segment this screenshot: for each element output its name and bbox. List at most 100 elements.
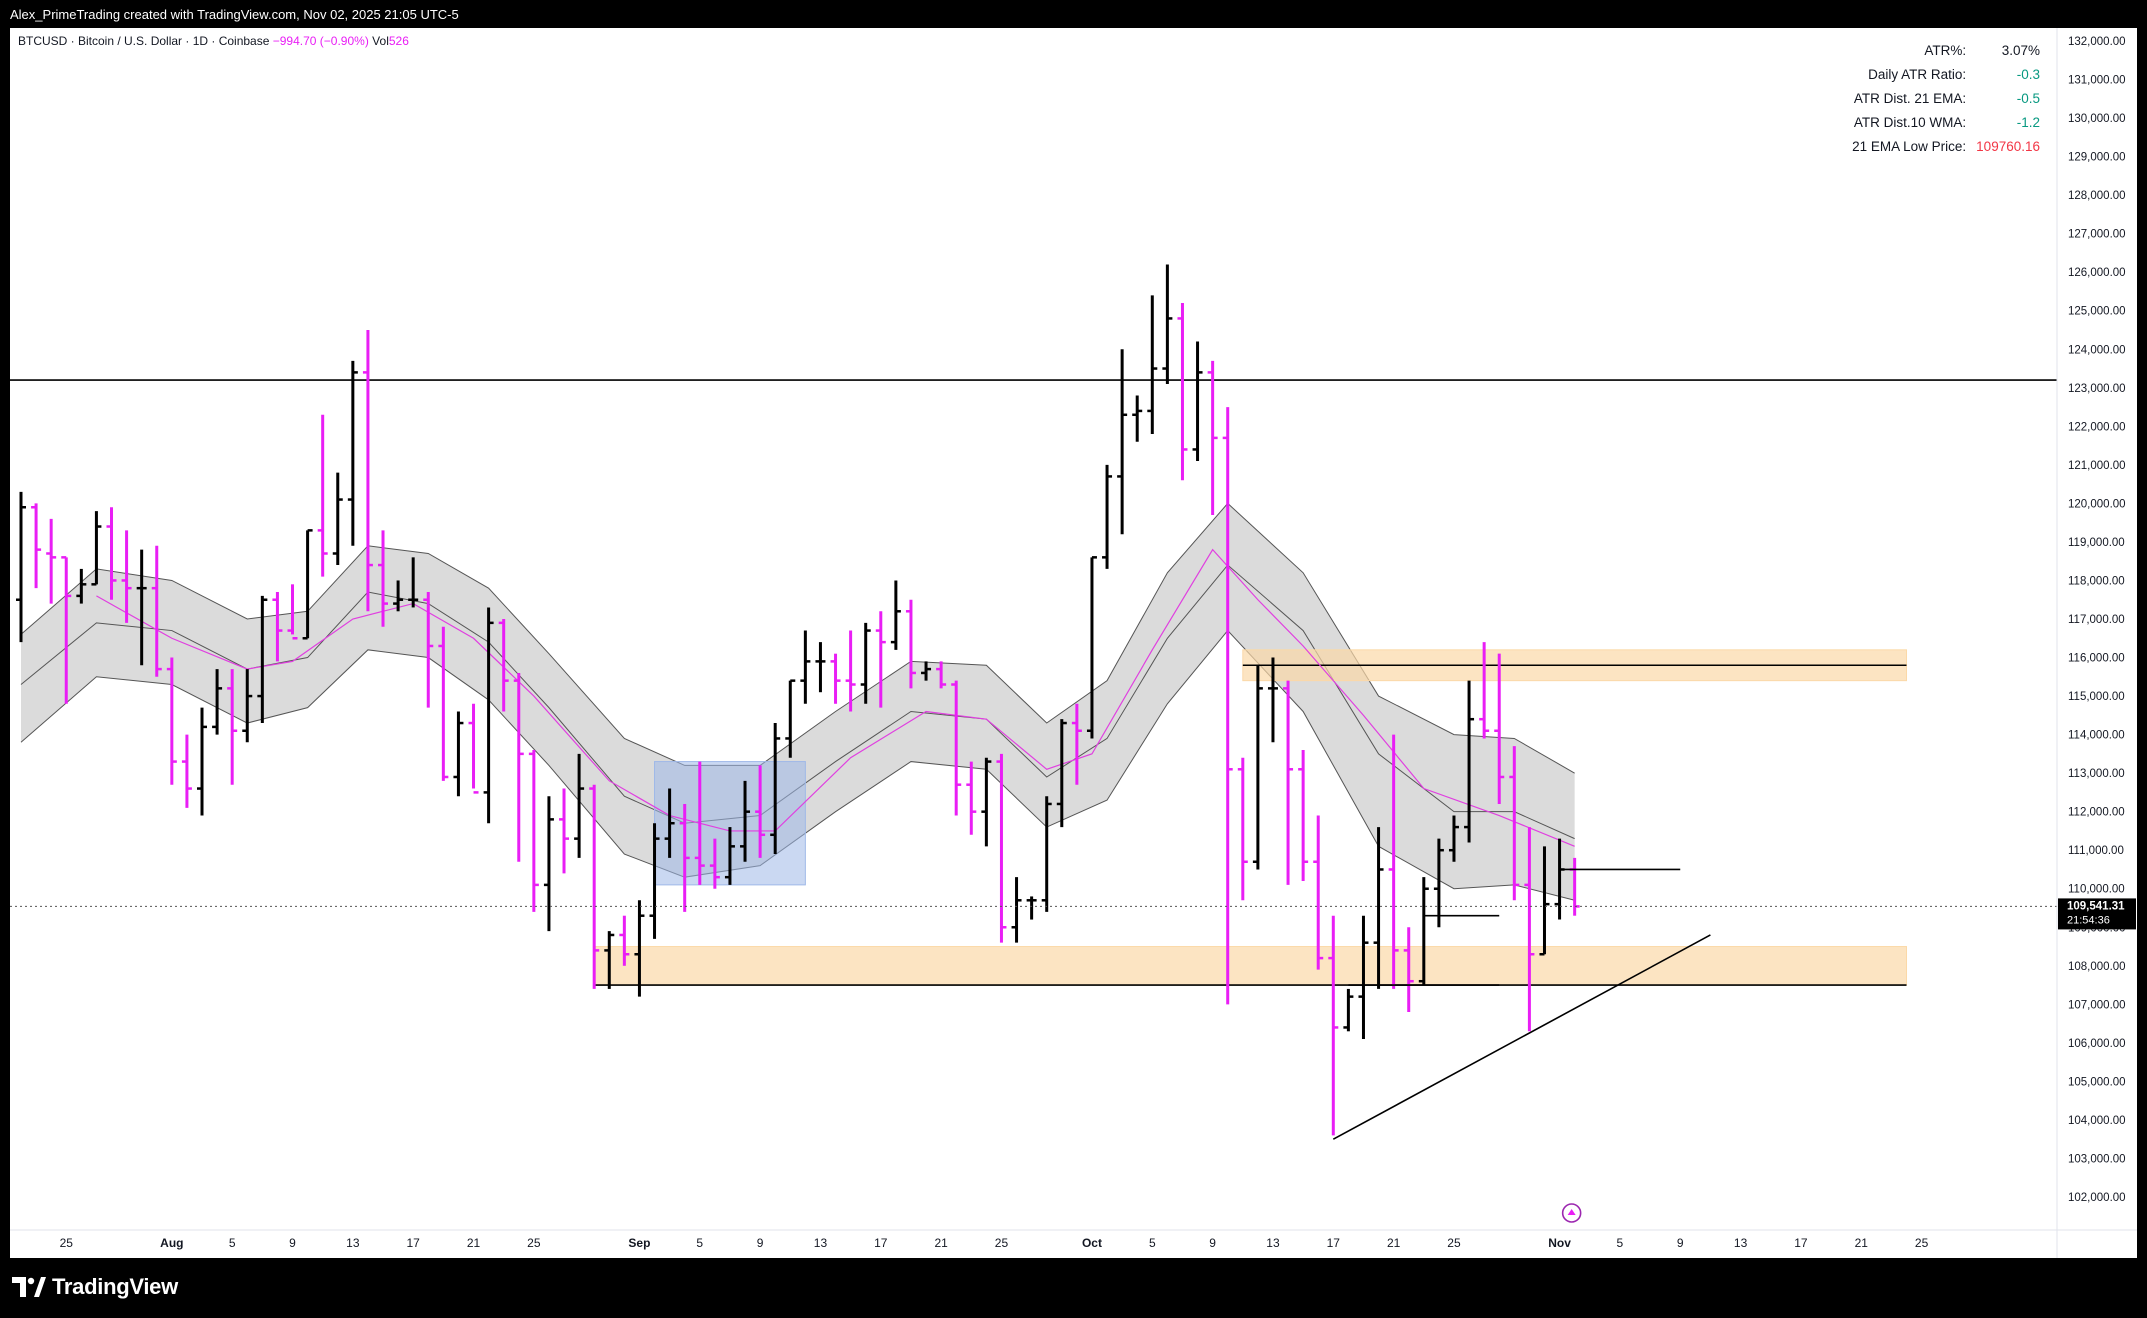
symbol-legend: BTCUSD · Bitcoin / U.S. Dollar · 1D · Co… xyxy=(18,34,409,48)
y-tick-label: 103,000.00 xyxy=(2068,1153,2126,1165)
ohlc-bar xyxy=(875,611,886,708)
x-tick-label: 13 xyxy=(346,1236,360,1250)
ohlc-bar xyxy=(604,931,615,989)
chart-area[interactable]: 102,000.00 103,000.00 104,000.00 105,000.00… xyxy=(10,28,2137,1258)
ohlc-bar xyxy=(513,672,524,862)
y-tick-label: 104,000.00 xyxy=(2068,1115,2126,1127)
ohlc-bar xyxy=(815,642,826,693)
x-tick-label: Sep xyxy=(628,1236,650,1250)
y-tick-label: 123,000.00 xyxy=(2068,383,2126,395)
ohlc-bar xyxy=(1539,846,1550,956)
price-badge-value: 109,541.31 xyxy=(2067,900,2125,912)
ohlc-bar xyxy=(589,784,600,989)
stats-label: ATR Dist. 21 EMA: xyxy=(1853,90,1967,106)
y-tick-label: 113,000.00 xyxy=(2068,768,2125,780)
stats-value: 3.07% xyxy=(2001,42,2040,58)
plot-area xyxy=(10,264,2057,1140)
ohlc-bar xyxy=(61,556,72,704)
ohlc-bar xyxy=(845,630,856,712)
y-tick-label: 126,000.00 xyxy=(2068,267,2126,279)
ohlc-bar xyxy=(317,414,328,577)
y-tick-label: 107,000.00 xyxy=(2068,999,2126,1011)
ohlc-bar xyxy=(830,653,841,704)
stats-value: -0.5 xyxy=(2016,90,2040,106)
ohlc-bar xyxy=(574,753,585,858)
x-tick-label: 5 xyxy=(1149,1236,1156,1250)
ohlc-bar xyxy=(483,607,494,824)
x-tick-label: 25 xyxy=(60,1236,74,1250)
y-tick-label: 119,000.00 xyxy=(2068,537,2125,549)
price-badge-bg xyxy=(2058,898,2136,930)
ohlc-bar xyxy=(1147,295,1158,435)
stats-label: Daily ATR Ratio: xyxy=(1868,66,1967,82)
price-badge-countdown: 21:54:36 xyxy=(2067,914,2110,926)
stats-value: -1.2 xyxy=(2016,114,2040,130)
ohlc-bar xyxy=(785,679,796,758)
x-tick-label: 25 xyxy=(995,1236,1009,1250)
ohlc-bar xyxy=(1102,464,1113,569)
ohlc-bar xyxy=(1358,915,1369,1040)
ohlc-bar xyxy=(1388,734,1399,989)
ohlc-bar xyxy=(649,823,660,939)
volume-label: Vol xyxy=(372,34,389,48)
x-tick-label: 9 xyxy=(289,1236,296,1250)
ohlc-bar xyxy=(438,626,449,781)
ohlc-bar xyxy=(740,780,751,862)
x-tick-label: 17 xyxy=(1794,1236,1808,1250)
tradingview-logo[interactable]: TradingView xyxy=(12,1274,178,1300)
price-chart[interactable]: 102,000.00 103,000.00 104,000.00 105,000.00… xyxy=(10,28,2137,1258)
stats-label: ATR Dist.10 WMA: xyxy=(1853,114,1967,130)
ohlc-bar xyxy=(890,580,901,650)
ohlc-bar xyxy=(197,707,208,816)
ohlc-bar xyxy=(981,757,992,847)
ohlc-bar xyxy=(76,568,87,604)
ohlc-bar xyxy=(694,761,705,885)
replay-icon[interactable] xyxy=(1561,1203,1582,1223)
atr-stats-table: ATR%: 3.07% Daily ATR Ratio: -0.3 ATR Dist. … xyxy=(1847,38,2045,158)
ohlc-bar xyxy=(1252,665,1263,870)
ohlc-bar xyxy=(106,507,117,600)
ohlc-bar xyxy=(1418,877,1429,986)
x-tick-label: 25 xyxy=(1447,1236,1461,1250)
y-tick-label: 131,000.00 xyxy=(2068,75,2126,87)
ohlc-bar xyxy=(1086,556,1097,739)
x-tick-label: 13 xyxy=(814,1236,828,1250)
ohlc-bar xyxy=(393,580,404,612)
price-change: −994.70 (−0.90%) xyxy=(272,34,369,48)
ohlc-bar xyxy=(951,680,962,816)
y-tick-label: 116,000.00 xyxy=(2068,653,2125,665)
ohlc-bar xyxy=(16,491,26,643)
ohlc-bar xyxy=(1448,815,1459,862)
ohlc-bar xyxy=(1494,653,1505,804)
ohlc-bar xyxy=(1237,757,1248,901)
ohlc-bar xyxy=(1177,303,1188,481)
ohlc-bar xyxy=(1071,703,1082,785)
band-upper-line xyxy=(20,502,1575,774)
ohlc-bar xyxy=(121,530,132,623)
x-tick-label: 25 xyxy=(527,1236,541,1250)
stats-row: ATR Dist. 21 EMA: -0.5 xyxy=(1847,86,2045,110)
ohlc-bar xyxy=(227,669,238,785)
ohlc-bar xyxy=(1479,642,1490,739)
x-tick-label: 13 xyxy=(1734,1236,1748,1250)
ohlc-bar xyxy=(709,838,720,889)
stats-label: ATR%: xyxy=(1924,42,1967,58)
ohlc-bar xyxy=(559,788,570,874)
ohlc-bar xyxy=(1267,657,1278,743)
y-tick-label: 117,000.00 xyxy=(2068,614,2125,626)
y-tick-label: 106,000.00 xyxy=(2068,1038,2126,1050)
y-tick-label: 120,000.00 xyxy=(2068,498,2126,510)
trendline xyxy=(1332,934,1711,1140)
ohlc-bar xyxy=(634,900,645,997)
x-tick-label: Aug xyxy=(160,1236,183,1250)
y-tick-label: 125,000.00 xyxy=(2068,306,2126,318)
ohlc-bar xyxy=(755,765,766,858)
ohlc-bar xyxy=(1162,264,1173,384)
ohlc-bar xyxy=(1464,680,1475,843)
y-tick-label: 108,000.00 xyxy=(2068,961,2126,973)
ohlc-bar xyxy=(91,511,102,586)
x-tick-label: 5 xyxy=(1617,1236,1624,1250)
current-price-badge: 109,541.31 21:54:36 xyxy=(2058,898,2136,930)
ohlc-bar xyxy=(543,796,554,932)
y-tick-label: 122,000.00 xyxy=(2068,421,2126,433)
